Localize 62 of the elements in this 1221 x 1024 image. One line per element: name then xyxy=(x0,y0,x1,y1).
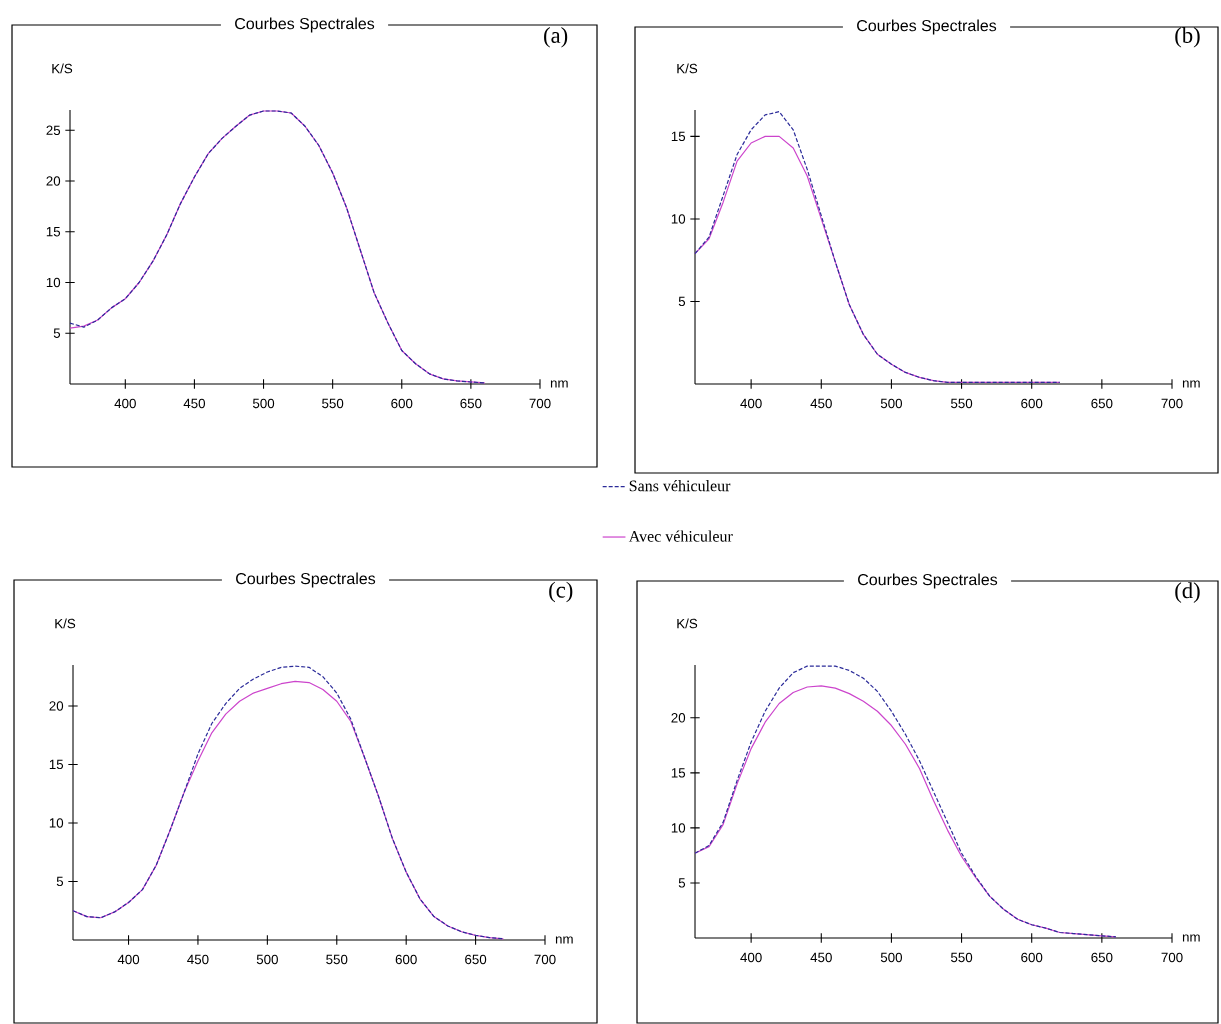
y-axis-title: K/S xyxy=(677,63,698,74)
y-tick-label: 20 xyxy=(49,701,64,711)
x-tick-label: 500 xyxy=(880,398,903,409)
text: (b) xyxy=(1175,27,1200,48)
y-axis-title: K/S xyxy=(55,618,76,629)
x-tick-label: 450 xyxy=(187,954,209,965)
x-tick-label: 650 xyxy=(460,398,482,409)
y-tick-label: 10 xyxy=(671,214,686,224)
y-tick-label: 5 xyxy=(53,328,61,338)
x-tick-label: 500 xyxy=(252,398,275,409)
x-tick-label: 650 xyxy=(1091,952,1113,963)
y-tick-label: 20 xyxy=(46,176,61,186)
x-tick-label: 450 xyxy=(183,398,206,409)
y-tick-label: 15 xyxy=(49,759,64,770)
x-tick-label: 400 xyxy=(740,398,762,409)
y-tick-label: 5 xyxy=(678,878,686,888)
text: (c) xyxy=(549,581,573,603)
x-tick-label: 550 xyxy=(950,398,973,409)
x-tick-label: 700 xyxy=(1161,952,1183,963)
y-axis-title: K/S xyxy=(677,618,698,629)
x-tick-label: 450 xyxy=(810,952,832,963)
x-tick-label: 450 xyxy=(810,398,832,409)
y-tick-label: 10 xyxy=(671,823,686,833)
y-tick-label: 15 xyxy=(671,131,686,142)
x-tick-label: 600 xyxy=(391,398,413,409)
text: (d) xyxy=(1175,582,1200,603)
y-tick-label: 5 xyxy=(56,876,64,887)
x-tick-label: 700 xyxy=(1161,398,1183,409)
x-tick-label: 400 xyxy=(114,398,136,409)
legend-label: Sans véhiculeur xyxy=(629,480,731,492)
x-tick-label: 400 xyxy=(117,954,140,965)
x-tick-label: 600 xyxy=(395,954,417,965)
x-tick-label: 600 xyxy=(1021,952,1043,963)
x-tick-label: 600 xyxy=(1021,398,1043,409)
y-tick-label: 10 xyxy=(46,277,61,288)
y-tick-label: 10 xyxy=(49,818,64,828)
y-axis-title: K/S xyxy=(52,63,73,74)
x-tick-label: 550 xyxy=(322,398,344,409)
text: (a) xyxy=(544,27,568,48)
y-tick-label: 15 xyxy=(46,227,61,237)
x-axis-title: nm xyxy=(1182,934,1200,942)
y-tick-label: 20 xyxy=(671,713,686,723)
x-tick-label: 700 xyxy=(529,398,551,409)
chart-title: Courbes Spectrales xyxy=(858,573,998,589)
y-tick-label: 25 xyxy=(46,125,61,135)
x-tick-label: 550 xyxy=(326,954,348,965)
x-tick-label: 550 xyxy=(950,952,973,963)
y-tick-label: 15 xyxy=(671,768,686,778)
x-axis-title: nm xyxy=(550,380,568,388)
chart-title: Courbes Spectrales xyxy=(236,572,376,588)
legend-label: Avec véhiculeur xyxy=(628,530,733,542)
x-tick-label: 650 xyxy=(465,954,487,965)
x-tick-label: 700 xyxy=(534,954,556,965)
chart-title: Courbes Spectrales xyxy=(857,19,997,35)
x-axis-title: nm xyxy=(555,936,573,944)
x-axis-title: nm xyxy=(1182,380,1200,388)
chart-title: Courbes Spectrales xyxy=(235,17,375,33)
x-tick-label: 500 xyxy=(256,954,278,965)
x-tick-label: 650 xyxy=(1091,398,1113,409)
x-tick-label: 500 xyxy=(880,952,903,963)
x-tick-label: 400 xyxy=(740,952,762,963)
y-tick-label: 5 xyxy=(678,296,686,307)
